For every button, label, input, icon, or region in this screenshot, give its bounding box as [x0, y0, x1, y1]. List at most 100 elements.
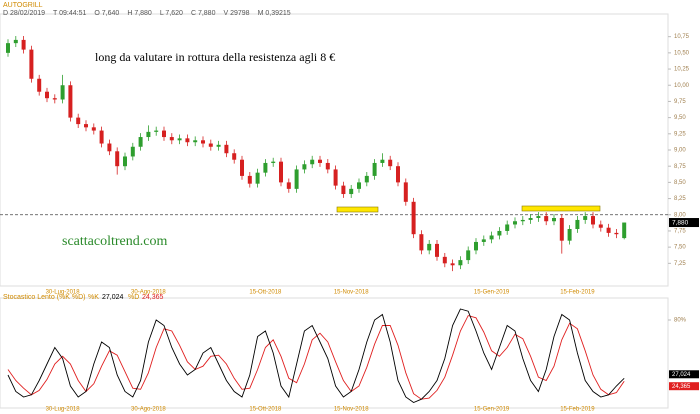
candle-body	[60, 85, 65, 100]
last-value-box	[669, 370, 699, 379]
candle-body	[481, 239, 486, 242]
candle-body	[357, 182, 361, 189]
candle-body	[614, 232, 619, 235]
candle-body	[567, 229, 572, 241]
candle-body	[247, 175, 252, 184]
candle-body	[201, 140, 205, 144]
candle-body	[552, 218, 556, 222]
candle-body	[598, 224, 603, 228]
header-item: D 28/02/2019	[3, 10, 45, 17]
legend-entry: %D	[128, 294, 139, 301]
candle-body	[240, 159, 244, 176]
candle-body	[37, 78, 42, 92]
candle-body	[450, 263, 455, 266]
candle-body	[310, 159, 315, 165]
candle-body	[606, 227, 611, 233]
candle-body	[294, 169, 299, 189]
candle-body	[411, 201, 416, 235]
stochastic-line	[7, 308, 625, 404]
candle-body	[91, 127, 96, 131]
candle-body	[286, 182, 291, 189]
header-item: M 0,39215	[258, 10, 291, 17]
stochastic-panel	[0, 297, 669, 409]
candle-body	[489, 235, 494, 240]
x-tick-label: 30-Ago-2018	[131, 407, 166, 413]
candle-body	[372, 162, 377, 176]
y-tick-label: 9,00	[674, 148, 686, 154]
y-tick-label: 10,50	[674, 50, 690, 56]
last-value-label: 24,365	[672, 384, 691, 390]
x-tick-label: 30-Lug-2018	[46, 290, 81, 296]
last-price-box	[669, 218, 699, 228]
candle-body	[29, 49, 34, 79]
candle-body	[318, 159, 322, 163]
y-tick-label: 8,00	[674, 212, 686, 218]
candle-body	[622, 222, 627, 239]
candle-body	[216, 144, 221, 147]
candle-body	[193, 140, 198, 143]
candle-body	[130, 146, 135, 157]
candle-body	[403, 182, 408, 202]
candle-body	[583, 216, 588, 220]
x-tick-label: 15-Feb-2019	[560, 290, 595, 296]
last-value-box	[669, 382, 699, 391]
candle-body	[185, 138, 190, 143]
candle-body	[427, 243, 432, 251]
x-tick-label: 15-Gen-2019	[474, 407, 510, 413]
candle-body	[544, 216, 549, 222]
resistance-highlight	[521, 205, 601, 212]
x-tick-label: 15-Ott-2018	[249, 407, 282, 413]
candle-body	[442, 256, 447, 264]
candle-body	[154, 130, 159, 132]
candle-body	[396, 166, 400, 183]
y-tick-label: 10,75	[674, 34, 690, 40]
candle-body	[513, 221, 517, 225]
candle-body	[107, 143, 112, 152]
candle-body	[52, 98, 57, 100]
annotation: long da valutare in rottura della resist…	[95, 50, 335, 64]
candle-body	[208, 143, 213, 147]
candle-body	[458, 260, 463, 266]
candle-body	[364, 175, 369, 183]
candle-body	[505, 224, 510, 231]
candle-body	[123, 156, 127, 167]
candle-body	[232, 153, 237, 160]
candle-body	[559, 218, 564, 241]
candle-body	[224, 144, 229, 154]
candle-body	[279, 161, 283, 183]
y-tick-label: 7,50	[674, 245, 686, 251]
candle-body	[138, 137, 143, 147]
chart-title: AUTOGRILL	[3, 2, 43, 9]
candle-body	[435, 243, 439, 257]
last-price-label: 7,880	[672, 219, 689, 226]
x-tick-label: 15-Gen-2019	[474, 290, 510, 296]
candle-body	[68, 85, 73, 118]
candle-body	[169, 137, 174, 141]
candle-body	[341, 185, 346, 195]
candle-body	[162, 130, 166, 138]
candle-body	[388, 159, 393, 167]
y-tick-label: 9,25	[674, 131, 686, 137]
y-tick-label: 80%	[674, 318, 687, 324]
x-tick-label: 15-Feb-2019	[560, 407, 595, 413]
y-tick-label: 9,75	[674, 99, 686, 105]
y-tick-label: 10,00	[674, 83, 690, 89]
candle-body	[177, 138, 182, 141]
header-item: H 7,880	[127, 10, 152, 17]
candle-body	[536, 216, 541, 218]
candle-body	[419, 234, 424, 251]
annotation: scattacoltrend.com	[62, 234, 167, 249]
candle-body	[520, 219, 525, 222]
y-tick-label: 8,50	[674, 180, 686, 186]
candle-body	[380, 159, 385, 163]
candle-body	[13, 39, 18, 44]
support-highlight	[336, 206, 379, 213]
candle-body	[6, 43, 10, 53]
y-tick-label: 9,50	[674, 115, 686, 121]
candle-body	[115, 151, 120, 167]
header-item: V 29798	[223, 10, 249, 17]
legend-value: 24,365	[142, 294, 164, 301]
header-item: C 7,880	[191, 10, 216, 17]
candle-body	[146, 131, 151, 138]
